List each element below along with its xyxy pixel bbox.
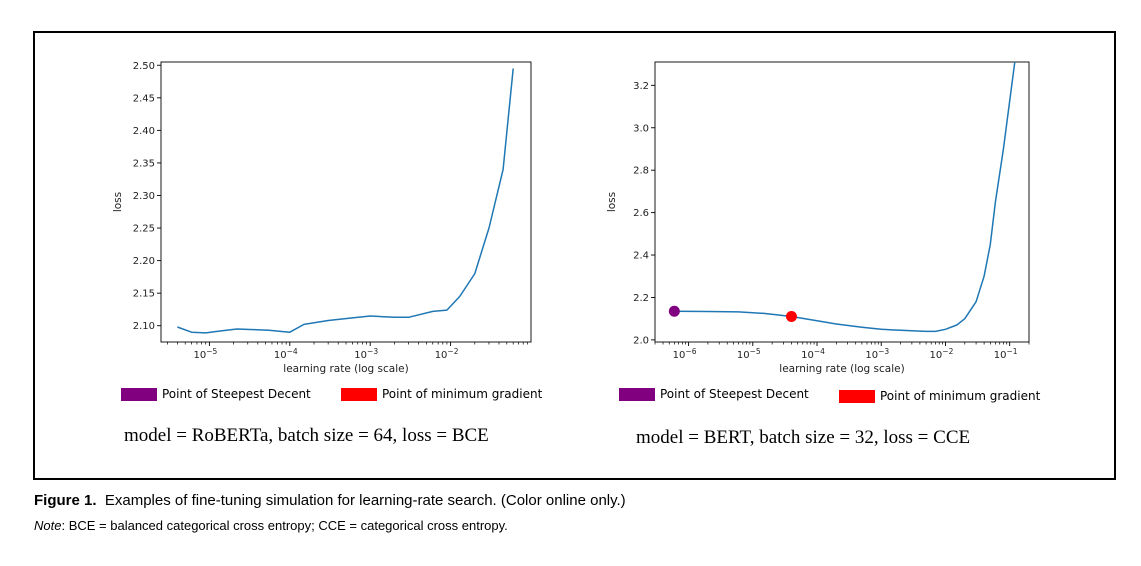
figure-frame	[33, 31, 1116, 480]
left-y-tick-label: 2.40	[133, 126, 155, 137]
left-loss-line	[177, 68, 514, 334]
right-legend-steepest-label: Point of Steepest Decent	[660, 387, 809, 401]
left-x-tick-exponent: −3	[367, 347, 378, 356]
right-x-tick-exponent: −5	[750, 347, 761, 356]
right-legend-min-gradient-swatch	[839, 389, 875, 403]
right-x-tick-exponent: −2	[942, 347, 953, 356]
figure-note-text: : BCE = balanced categorical cross entro…	[61, 518, 508, 533]
right-x-tick-label: 10−6	[673, 347, 697, 361]
left-y-tick-label: 2.45	[133, 93, 155, 104]
right-y-tick-label: 2.4	[633, 251, 649, 262]
left-y-axis-label: loss	[112, 192, 124, 212]
left-legend-steepest-label: Point of Steepest Decent	[162, 387, 311, 401]
right-x-tick-label: 10−1	[994, 347, 1018, 361]
right-y-tick-label: 2.6	[633, 208, 649, 219]
right-y-tick-label: 2.2	[633, 293, 649, 304]
right-plot-area	[654, 61, 1030, 343]
figure-note: Note: BCE = balanced categorical cross e…	[34, 518, 508, 533]
figure-caption: Figure 1. Examples of fine-tuning simula…	[34, 492, 626, 509]
right-x-tick-exponent: −3	[878, 347, 889, 356]
left-y-tick-label: 2.25	[133, 224, 155, 235]
left-model-annotation: model = RoBERTa, batch size = 64, loss =…	[124, 425, 489, 446]
left-x-tick-exponent: −5	[206, 347, 217, 356]
right-x-tick-label: 10−3	[865, 347, 889, 361]
right-min-gradient-point	[785, 311, 797, 323]
left-x-axis-label: learning rate (log scale)	[283, 363, 408, 375]
left-legend-min-gradient-label: Point of minimum gradient	[382, 387, 543, 401]
right-loss-line	[674, 61, 1016, 333]
left-y-tick-label: 2.20	[133, 256, 155, 267]
right-y-axis-label: loss	[606, 192, 618, 212]
left-y-tick-label: 2.30	[133, 191, 155, 202]
right-x-tick-label: 10−2	[930, 347, 954, 361]
right-y-tick-label: 3.2	[633, 81, 649, 92]
right-x-tick-exponent: −6	[685, 347, 696, 356]
right-y-tick-label: 3.0	[633, 123, 649, 134]
right-x-axis-label: learning rate (log scale)	[779, 363, 904, 375]
right-model-annotation: model = BERT, batch size = 32, loss = CC…	[636, 427, 971, 448]
right-y-tick-label: 2.0	[633, 335, 649, 346]
figure-caption-text: Examples of fine-tuning simulation for l…	[104, 492, 626, 509]
right-x-tick-label: 10−5	[737, 347, 761, 361]
right-x-tick-exponent: −1	[1007, 347, 1018, 356]
figure-note-label: Note	[34, 518, 62, 533]
right-legend-steepest-swatch	[619, 387, 655, 401]
right-legend-min-gradient-label: Point of minimum gradient	[880, 389, 1041, 403]
right-x-tick-label: 10−4	[801, 347, 825, 361]
right-y-tick-label: 2.8	[633, 166, 649, 177]
left-legend-steepest-swatch	[121, 387, 157, 401]
right-x-tick-exponent: −4	[814, 347, 825, 356]
left-y-tick-label: 2.50	[133, 61, 155, 72]
left-legend-min-gradient: Point of minimum gradient	[341, 387, 542, 401]
left-legend-steepest: Point of Steepest Decent	[121, 387, 311, 401]
left-x-tick-exponent: −2	[447, 347, 458, 356]
right-legend-steepest: Point of Steepest Decent	[619, 387, 809, 401]
left-y-tick-label: 2.10	[133, 321, 155, 332]
left-x-tick-exponent: −4	[287, 347, 298, 356]
figure-caption-label: Figure 1.	[34, 492, 97, 509]
left-legend-min-gradient-swatch	[341, 387, 377, 401]
left-y-tick-label: 2.15	[133, 289, 155, 300]
right-steepest-point	[668, 305, 680, 317]
right-legend-min-gradient: Point of minimum gradient	[839, 389, 1040, 403]
left-y-tick-label: 2.35	[133, 158, 155, 169]
